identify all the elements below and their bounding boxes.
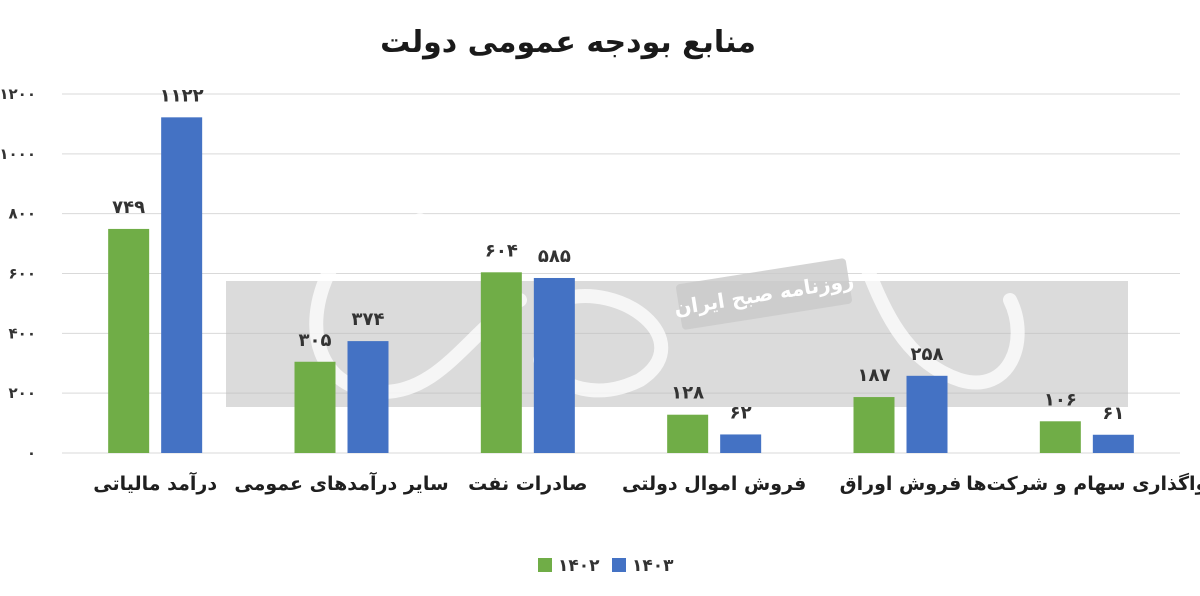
legend: ۱۴۰۲ ۱۴۰۳ — [538, 556, 674, 576]
y-tick-label: ۱۰۰۰ — [0, 145, 36, 163]
data-label: ۶۲ — [730, 402, 752, 423]
data-label: ۶۱ — [1102, 403, 1124, 424]
bar-1402 — [853, 397, 895, 453]
data-label: ۳۰۵ — [299, 330, 332, 351]
bar-1402 — [108, 228, 150, 453]
logo-stroke — [933, 223, 1007, 253]
bars — [108, 117, 1134, 454]
legend-swatch — [612, 558, 626, 572]
bar-1403 — [533, 277, 575, 453]
legend-label: ۱۴۰۳ — [632, 556, 674, 576]
data-label: ۳۷۴ — [352, 309, 385, 330]
bar-1403 — [720, 434, 762, 453]
data-label: ۱۱۲۲ — [160, 85, 204, 106]
y-tick-label: ۲۰۰ — [9, 384, 36, 402]
bar-1402 — [294, 361, 336, 453]
data-label: ۷۴۹ — [112, 197, 145, 218]
watermark-box — [676, 258, 852, 330]
legend-label: ۱۴۰۲ — [558, 556, 600, 576]
y-tick-label: ۴۰۰ — [9, 324, 36, 342]
data-label: ۶۰۴ — [485, 240, 518, 261]
data-label: ۲۵۸ — [911, 344, 944, 365]
data-label: ۱۰۶ — [1044, 389, 1077, 410]
legend-swatch — [538, 558, 552, 572]
y-tick-label: ۸۰۰ — [9, 205, 36, 223]
logo-stroke — [413, 213, 487, 243]
data-labels: ۷۴۹ ۳۰۵ ۶۰۴ ۱۲۸ ۱۸۷ ۱۰۶ ۱۱۲۲ ۳۷۴ ۵۸۵ ۶۲ ۲۵۸ ۶۱ — [112, 85, 1124, 423]
data-label: ۱۲۸ — [671, 383, 704, 404]
category-label: سایر درآمدهای عمومی — [234, 471, 448, 495]
category-label: فروش اموال دولتی — [622, 473, 806, 495]
bar-1402 — [1039, 421, 1081, 453]
logo-stroke — [853, 243, 1025, 390]
bar-1403 — [347, 341, 389, 453]
category-labels: درآمد مالیاتی سایر درآمدهای عمومی صادرات ن… — [93, 471, 1200, 495]
y-tick-label: ۶۰۰ — [9, 265, 36, 283]
bar-1403 — [161, 117, 203, 454]
category-label: درآمد مالیاتی — [93, 471, 217, 495]
category-label: فروش اوراق — [840, 473, 962, 495]
bar-1402 — [667, 414, 709, 453]
data-label: ۱۸۷ — [858, 365, 891, 386]
y-axis-ticks: ۰ ۲۰۰ ۴۰۰ ۶۰۰ ۸۰۰ ۱۰۰۰ ۱۲۰۰ — [0, 85, 36, 462]
bar-1402 — [480, 272, 522, 453]
bar-1403 — [906, 375, 948, 453]
category-label: صادرات نفت — [468, 473, 587, 495]
category-label: واگذاری سهام و شرکت‌ها — [966, 472, 1200, 495]
data-label: ۵۸۵ — [538, 246, 571, 267]
y-tick-label: ۱۲۰۰ — [0, 85, 36, 103]
chart-title: منابع بودجه عمومی دولت — [380, 25, 756, 60]
y-tick-label: ۰ — [27, 444, 36, 462]
bar-1403 — [1092, 434, 1134, 453]
